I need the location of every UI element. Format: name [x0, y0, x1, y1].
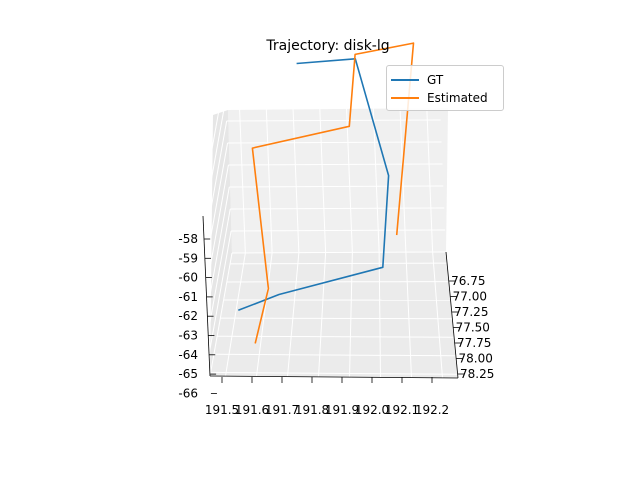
- y-tick-label: 76.75: [451, 274, 485, 288]
- legend-swatch-gt: [391, 79, 419, 81]
- y-tick-label: 77.50: [456, 321, 490, 335]
- legend: GT Estimated: [386, 65, 504, 111]
- y-tick-label: 77.25: [454, 305, 488, 319]
- y-tick-label: 78.25: [460, 367, 494, 381]
- z-tick-label: -62: [178, 309, 198, 323]
- chart-title: Trajectory: disk-lg: [265, 38, 389, 54]
- legend-label-gt: GT: [427, 73, 443, 87]
- z-axis-line: [203, 216, 210, 376]
- y-tick-label: 77.00: [453, 290, 487, 304]
- legend-item-gt: GT: [391, 72, 443, 88]
- y-tick-label: 77.75: [457, 336, 491, 350]
- z-tick-label: -66: [178, 386, 198, 400]
- floor-pane: [210, 252, 458, 378]
- legend-label-estimated: Estimated: [427, 91, 488, 105]
- z-tick-label: -65: [178, 367, 198, 381]
- z-tick-label: -58: [178, 232, 198, 246]
- x-tick-label: 192.2: [415, 403, 449, 417]
- z-tick-label: -59: [178, 251, 198, 265]
- legend-swatch-estimated: [391, 97, 419, 99]
- y-tick-label: 78.00: [459, 352, 493, 366]
- z-tick-label: -60: [178, 271, 198, 285]
- z-tick-label: -61: [178, 290, 198, 304]
- z-tick-label: -64: [178, 348, 198, 362]
- floor-grid-y: [220, 318, 452, 319]
- z-tick-label: -63: [178, 329, 198, 343]
- z-tick-labels: -58 -59 -60 -61 -62 -63 -64 -65 -66: [178, 232, 198, 400]
- legend-item-estimated: Estimated: [391, 90, 488, 106]
